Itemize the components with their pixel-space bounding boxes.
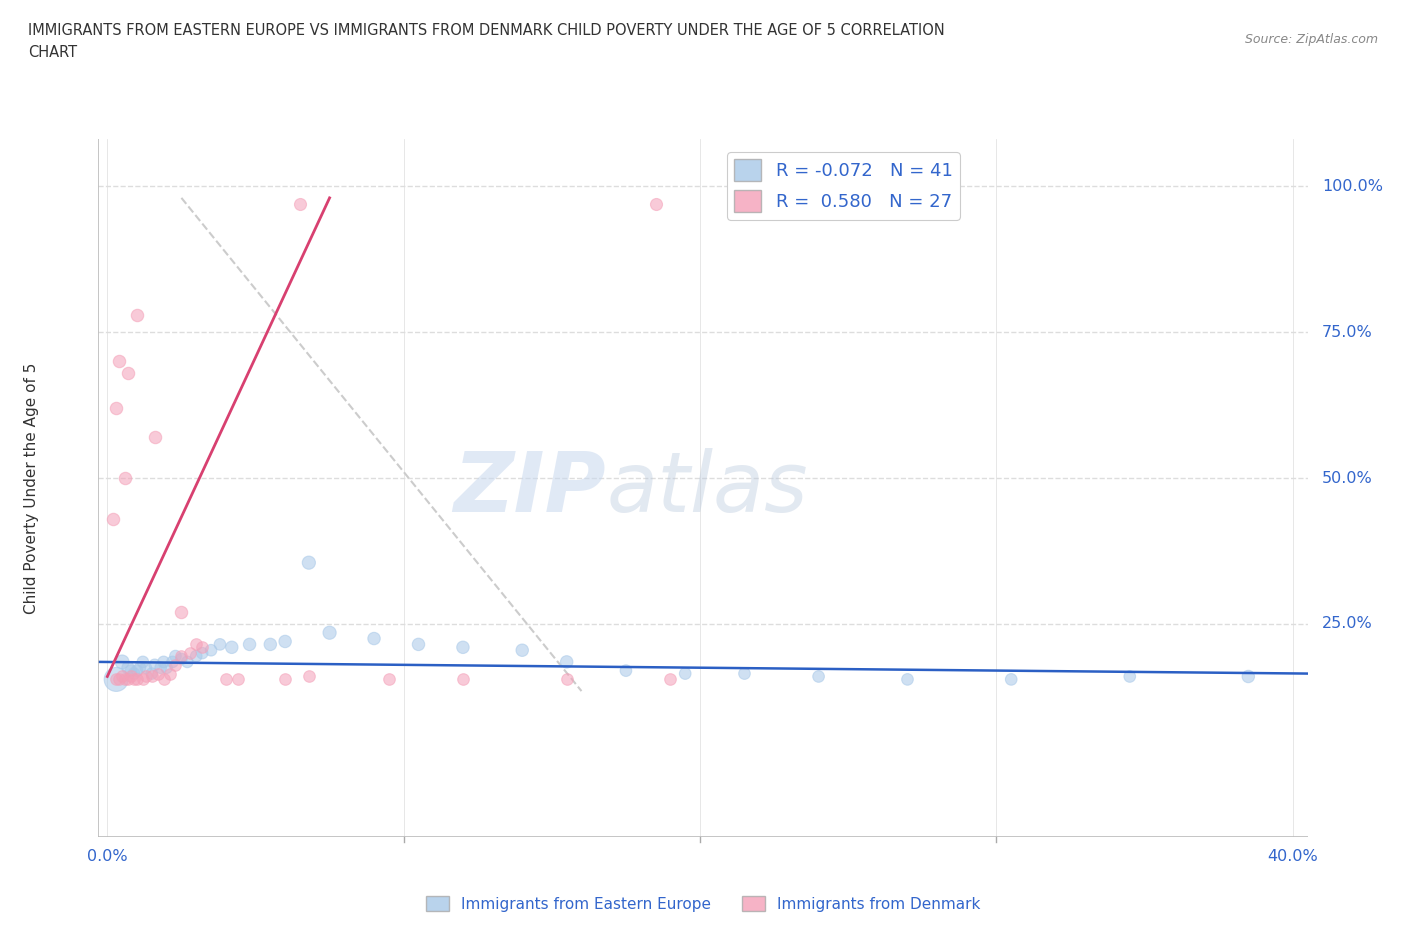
Point: [191, 640, 214, 655]
Point: [141, 669, 163, 684]
Legend: R = -0.072   N = 41, R =  0.580   N = 27: R = -0.072 N = 41, R = 0.580 N = 27: [727, 152, 960, 219]
Text: IMMIGRANTS FROM EASTERN EUROPE VS IMMIGRANTS FROM DENMARK CHILD POVERTY UNDER TH: IMMIGRANTS FROM EASTERN EUROPE VS IMMIGR…: [28, 23, 945, 38]
Point: [734, 666, 756, 681]
Point: [555, 655, 578, 670]
Point: [179, 645, 201, 660]
Point: [451, 672, 474, 687]
Text: 0.0%: 0.0%: [87, 849, 128, 864]
Point: [152, 655, 174, 670]
Point: [125, 307, 148, 322]
Point: [510, 643, 533, 658]
Point: [125, 672, 148, 687]
Point: [122, 672, 145, 687]
Text: 50.0%: 50.0%: [1322, 471, 1372, 485]
Point: [226, 672, 249, 687]
Point: [117, 660, 139, 675]
Point: [318, 625, 340, 640]
Point: [288, 196, 311, 211]
Point: [298, 669, 321, 684]
Point: [117, 672, 139, 687]
Point: [208, 637, 231, 652]
Point: [129, 660, 152, 675]
Point: [117, 365, 139, 380]
Point: [896, 672, 918, 687]
Point: [186, 637, 208, 652]
Point: [135, 669, 157, 684]
Point: [274, 672, 297, 687]
Point: [132, 655, 155, 670]
Point: [1237, 669, 1260, 684]
Point: [239, 637, 262, 652]
Point: [191, 645, 214, 660]
Point: [162, 655, 184, 670]
Point: [152, 672, 174, 687]
Point: [135, 660, 157, 675]
Point: [114, 471, 136, 485]
Point: [159, 666, 181, 681]
Point: [105, 672, 128, 687]
Point: [165, 648, 187, 663]
Point: [807, 669, 830, 684]
Text: 75.0%: 75.0%: [1322, 325, 1372, 339]
Text: 25.0%: 25.0%: [1322, 617, 1372, 631]
Point: [114, 672, 136, 687]
Point: [165, 658, 187, 672]
Text: 100.0%: 100.0%: [1322, 179, 1384, 193]
Point: [155, 660, 177, 675]
Point: [614, 663, 637, 678]
Point: [143, 658, 166, 672]
Point: [146, 666, 169, 681]
Point: [105, 401, 128, 416]
Point: [555, 672, 578, 687]
Point: [221, 640, 243, 655]
Point: [644, 196, 666, 211]
Legend: Immigrants from Eastern Europe, Immigrants from Denmark: Immigrants from Eastern Europe, Immigran…: [420, 889, 986, 918]
Point: [170, 648, 193, 663]
Point: [170, 652, 193, 667]
Point: [451, 640, 474, 655]
Point: [259, 637, 281, 652]
Point: [274, 634, 297, 649]
Point: [149, 660, 172, 675]
Point: [1119, 669, 1142, 684]
Point: [120, 663, 142, 678]
Point: [111, 669, 134, 684]
Text: Source: ZipAtlas.com: Source: ZipAtlas.com: [1244, 33, 1378, 46]
Point: [200, 643, 222, 658]
Text: CHART: CHART: [28, 45, 77, 60]
Point: [378, 672, 401, 687]
Text: ZIP: ZIP: [454, 447, 606, 529]
Point: [408, 637, 430, 652]
Point: [125, 663, 148, 678]
Point: [105, 672, 128, 687]
Point: [141, 666, 163, 681]
Point: [1000, 672, 1022, 687]
Point: [111, 655, 134, 670]
Text: 40.0%: 40.0%: [1267, 849, 1319, 864]
Point: [176, 655, 198, 670]
Point: [143, 430, 166, 445]
Point: [659, 672, 682, 687]
Point: [122, 666, 145, 681]
Point: [215, 672, 238, 687]
Point: [132, 672, 155, 687]
Point: [103, 512, 125, 526]
Point: [363, 631, 385, 646]
Point: [120, 669, 142, 684]
Text: Child Poverty Under the Age of 5: Child Poverty Under the Age of 5: [24, 363, 39, 614]
Point: [108, 353, 131, 368]
Text: atlas: atlas: [606, 447, 808, 529]
Point: [298, 555, 321, 570]
Point: [170, 604, 193, 619]
Point: [108, 672, 131, 687]
Point: [186, 648, 208, 663]
Point: [673, 666, 696, 681]
